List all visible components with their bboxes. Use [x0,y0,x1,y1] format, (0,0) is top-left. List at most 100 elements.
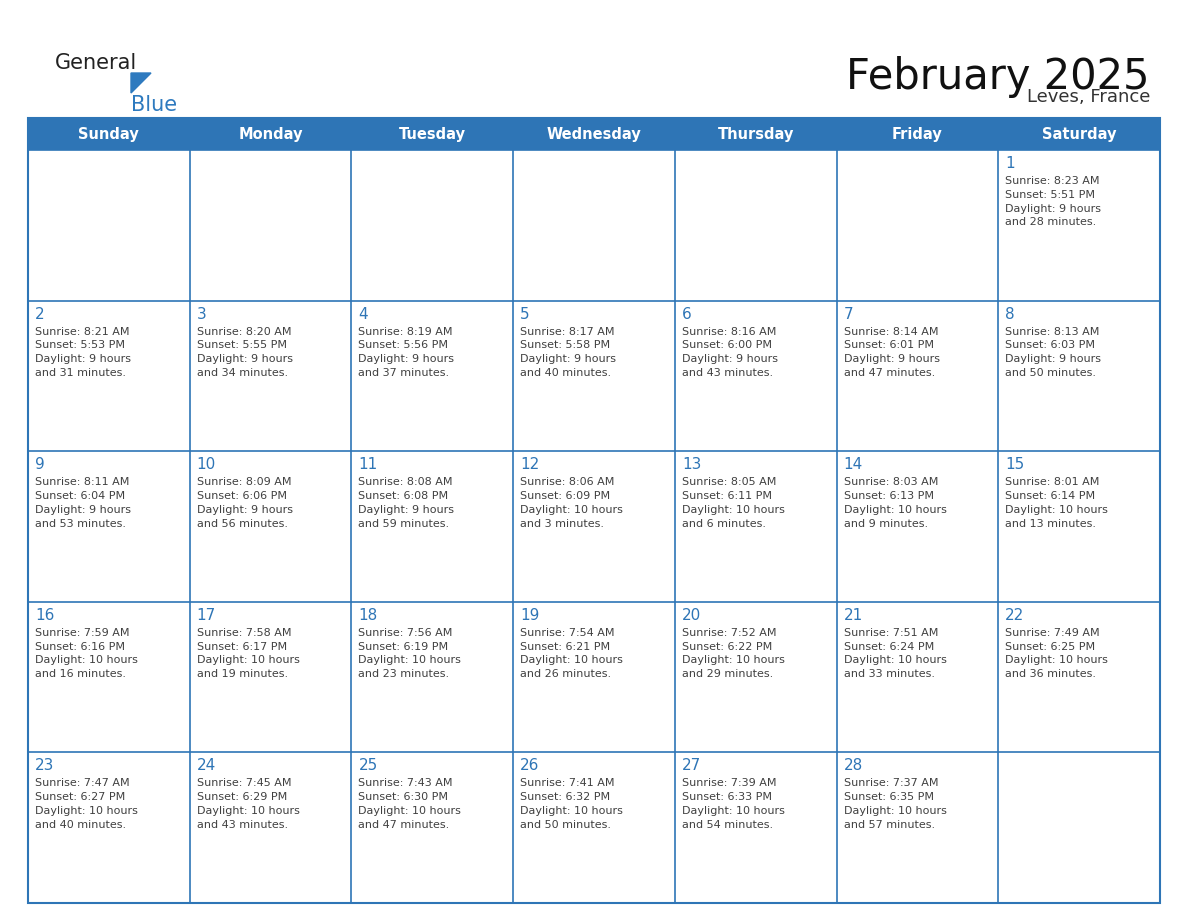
Text: Saturday: Saturday [1042,127,1117,141]
Text: Sunset: 6:14 PM: Sunset: 6:14 PM [1005,491,1095,501]
Bar [999,753,1159,902]
Text: 12: 12 [520,457,539,472]
Text: and 47 minutes.: and 47 minutes. [359,820,450,830]
Text: Wednesday: Wednesday [546,127,642,141]
Text: Sunset: 6:16 PM: Sunset: 6:16 PM [34,642,125,652]
Text: and 40 minutes.: and 40 minutes. [520,368,612,378]
Text: Daylight: 9 hours: Daylight: 9 hours [197,505,292,515]
Text: Sunset: 6:04 PM: Sunset: 6:04 PM [34,491,125,501]
Text: Daylight: 10 hours: Daylight: 10 hours [34,655,138,666]
Text: Leves, France: Leves, France [1026,88,1150,106]
Text: 21: 21 [843,608,862,622]
Text: Sunrise: 7:37 AM: Sunrise: 7:37 AM [843,778,939,789]
Bar [676,301,836,451]
Text: and 36 minutes.: and 36 minutes. [1005,669,1097,679]
Text: Sunrise: 8:08 AM: Sunrise: 8:08 AM [359,477,453,487]
Text: Sunrise: 8:03 AM: Sunrise: 8:03 AM [843,477,939,487]
Text: Sunrise: 7:54 AM: Sunrise: 7:54 AM [520,628,614,638]
Bar [29,151,189,300]
Text: and 6 minutes.: and 6 minutes. [682,519,766,529]
Text: Sunset: 6:33 PM: Sunset: 6:33 PM [682,792,772,802]
Text: Sunrise: 8:09 AM: Sunrise: 8:09 AM [197,477,291,487]
Text: Sunrise: 7:59 AM: Sunrise: 7:59 AM [34,628,129,638]
Bar [29,452,189,601]
Text: Sunrise: 8:17 AM: Sunrise: 8:17 AM [520,327,614,337]
Text: Sunrise: 8:19 AM: Sunrise: 8:19 AM [359,327,453,337]
Text: 14: 14 [843,457,862,472]
Text: Sunset: 5:55 PM: Sunset: 5:55 PM [197,341,286,351]
Text: Sunset: 6:30 PM: Sunset: 6:30 PM [359,792,448,802]
Text: 6: 6 [682,307,691,321]
Text: and 19 minutes.: and 19 minutes. [197,669,287,679]
Text: Sunset: 6:22 PM: Sunset: 6:22 PM [682,642,772,652]
Text: Daylight: 10 hours: Daylight: 10 hours [197,655,299,666]
Text: and 9 minutes.: and 9 minutes. [843,519,928,529]
Bar [999,151,1159,300]
Text: Daylight: 9 hours: Daylight: 9 hours [359,505,455,515]
Text: 24: 24 [197,758,216,773]
Polygon shape [131,73,151,93]
Text: Sunset: 6:25 PM: Sunset: 6:25 PM [1005,642,1095,652]
Bar [676,151,836,300]
Bar [190,151,350,300]
Text: 13: 13 [682,457,701,472]
Text: February 2025: February 2025 [847,56,1150,98]
Bar [838,602,998,752]
Bar [352,753,512,902]
Text: Daylight: 9 hours: Daylight: 9 hours [34,505,131,515]
Text: Sunrise: 7:52 AM: Sunrise: 7:52 AM [682,628,776,638]
Text: Daylight: 9 hours: Daylight: 9 hours [34,354,131,364]
Text: Blue: Blue [131,95,177,115]
Text: Sunset: 6:24 PM: Sunset: 6:24 PM [843,642,934,652]
Bar [999,602,1159,752]
Text: Daylight: 10 hours: Daylight: 10 hours [843,806,947,816]
Text: Sunset: 6:08 PM: Sunset: 6:08 PM [359,491,449,501]
Text: 9: 9 [34,457,45,472]
Text: 1: 1 [1005,156,1015,171]
Bar [190,753,350,902]
Text: Daylight: 10 hours: Daylight: 10 hours [520,806,623,816]
Text: Sunset: 5:51 PM: Sunset: 5:51 PM [1005,190,1095,200]
Bar [29,602,189,752]
Text: Sunset: 6:01 PM: Sunset: 6:01 PM [843,341,934,351]
Text: Sunrise: 7:45 AM: Sunrise: 7:45 AM [197,778,291,789]
Text: Sunrise: 8:21 AM: Sunrise: 8:21 AM [34,327,129,337]
Bar [514,301,674,451]
Text: Daylight: 10 hours: Daylight: 10 hours [682,806,785,816]
Bar [352,151,512,300]
Bar [352,602,512,752]
Text: Sunset: 6:06 PM: Sunset: 6:06 PM [197,491,286,501]
Text: 25: 25 [359,758,378,773]
Text: Daylight: 10 hours: Daylight: 10 hours [682,505,785,515]
Text: Sunrise: 8:05 AM: Sunrise: 8:05 AM [682,477,776,487]
Bar [352,452,512,601]
Text: and 33 minutes.: and 33 minutes. [843,669,935,679]
Text: Daylight: 10 hours: Daylight: 10 hours [1005,655,1108,666]
Text: and 29 minutes.: and 29 minutes. [682,669,773,679]
Text: 15: 15 [1005,457,1024,472]
Text: and 59 minutes.: and 59 minutes. [359,519,449,529]
Text: Sunset: 5:58 PM: Sunset: 5:58 PM [520,341,611,351]
Text: 17: 17 [197,608,216,622]
Bar [838,301,998,451]
Text: Sunrise: 8:23 AM: Sunrise: 8:23 AM [1005,176,1100,186]
Text: Daylight: 9 hours: Daylight: 9 hours [1005,354,1101,364]
Text: Sunset: 6:35 PM: Sunset: 6:35 PM [843,792,934,802]
Text: Sunrise: 7:56 AM: Sunrise: 7:56 AM [359,628,453,638]
Text: 22: 22 [1005,608,1024,622]
Text: 8: 8 [1005,307,1015,321]
Text: Sunrise: 8:20 AM: Sunrise: 8:20 AM [197,327,291,337]
Text: Sunset: 6:11 PM: Sunset: 6:11 PM [682,491,772,501]
Text: Sunrise: 7:39 AM: Sunrise: 7:39 AM [682,778,776,789]
Text: 27: 27 [682,758,701,773]
Text: Friday: Friday [892,127,943,141]
Bar [190,452,350,601]
Text: and 40 minutes.: and 40 minutes. [34,820,126,830]
Bar [676,452,836,601]
Text: 4: 4 [359,307,368,321]
Text: and 57 minutes.: and 57 minutes. [843,820,935,830]
Text: Daylight: 9 hours: Daylight: 9 hours [1005,204,1101,214]
Text: Daylight: 9 hours: Daylight: 9 hours [359,354,455,364]
Text: Daylight: 9 hours: Daylight: 9 hours [520,354,617,364]
Text: and 3 minutes.: and 3 minutes. [520,519,605,529]
